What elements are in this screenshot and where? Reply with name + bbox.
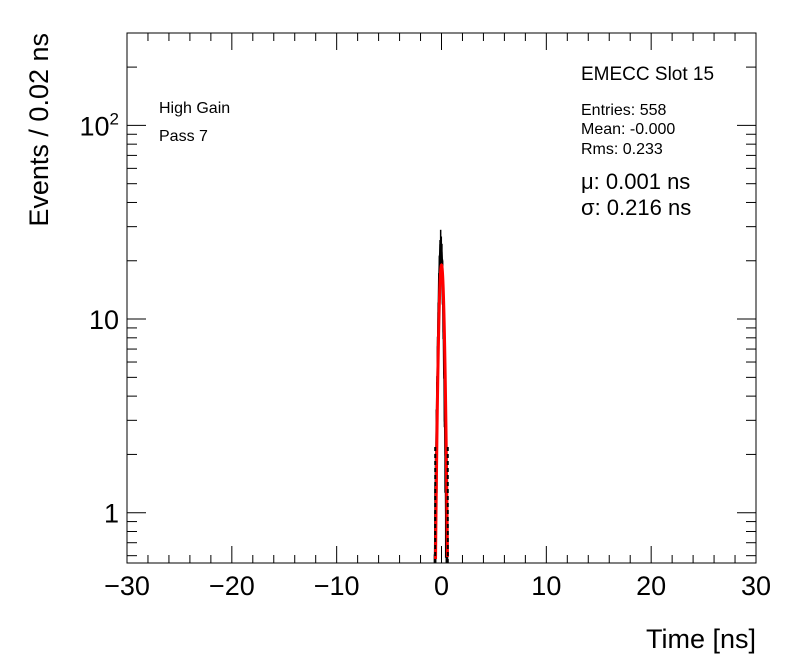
x-tick-label: 0 (434, 571, 449, 601)
y-tick-label: 102 (79, 109, 119, 141)
annotation-high-gain: High Gain (159, 100, 230, 117)
stats-entries: Entries: 558 (581, 102, 666, 119)
x-tick-label: 30 (741, 571, 771, 601)
x-tick-label: −20 (209, 571, 255, 601)
stats-mean: Mean: -0.000 (581, 121, 675, 138)
stats-sigma: σ: 0.216 ns (581, 195, 691, 220)
annotation-pass: Pass 7 (159, 128, 208, 145)
y-tick-label: 1 (104, 499, 119, 529)
series-layer (433, 229, 449, 563)
x-tick-label: −30 (104, 571, 150, 601)
gaussian-fit-curve (434, 263, 449, 559)
stats-title: EMECC Slot 15 (581, 64, 714, 85)
y-tick-label: 10 (89, 305, 119, 335)
x-axis-ticks: −30 −20 −10 0 10 20 30 (104, 33, 771, 601)
stats-rms: Rms: 0.233 (581, 141, 663, 158)
x-axis-title: Time [ns] (646, 624, 756, 654)
x-tick-label: 20 (636, 571, 666, 601)
stats-mu: μ: 0.001 ns (581, 169, 690, 194)
y-axis-ticks: 1 10 102 (79, 32, 756, 557)
x-tick-label: −10 (314, 571, 360, 601)
y-axis-title: Events / 0.02 ns (24, 33, 54, 227)
x-tick-label: 10 (531, 571, 561, 601)
